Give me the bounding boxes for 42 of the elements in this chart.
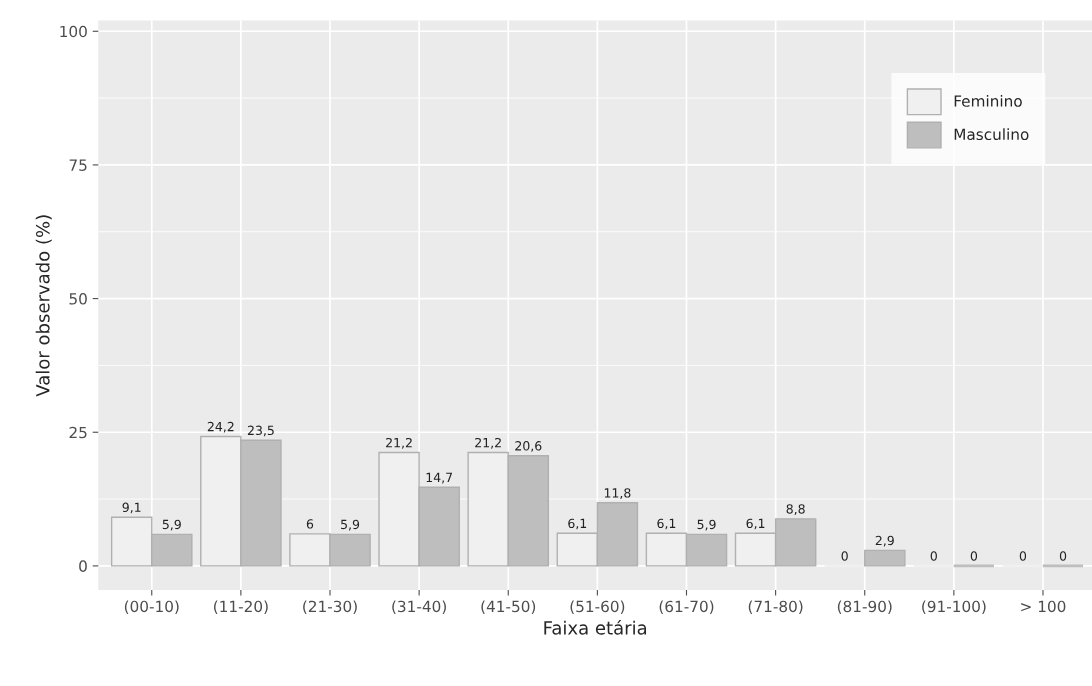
data-label: 14,7 <box>426 472 453 484</box>
y-tick-label: 50 <box>69 293 87 305</box>
x-tick-label: (00-10) <box>124 600 179 614</box>
y-axis-title: Valor observado (%) <box>35 215 52 397</box>
data-label: 2,9 <box>875 535 894 547</box>
data-label: 0 <box>970 551 978 561</box>
data-label: 20,6 <box>515 441 542 452</box>
data-label: 8,8 <box>786 504 805 515</box>
x-tick-label: (41-50) <box>481 600 536 614</box>
x-tick-label: (61-70) <box>659 600 714 614</box>
data-label: 21,2 <box>386 437 412 449</box>
x-tick-label: (81-90) <box>837 600 892 614</box>
legend-label: Masculino <box>954 128 1029 141</box>
data-label: 6,1 <box>568 518 587 530</box>
data-label: 11,8 <box>604 488 631 499</box>
y-tick-label: 25 <box>69 426 87 439</box>
data-label: 23,5 <box>247 425 274 437</box>
data-label: 21,2 <box>475 437 501 449</box>
data-label: 24,2 <box>207 421 234 433</box>
y-tick-label: 75 <box>69 159 87 171</box>
data-label: 0 <box>841 551 848 561</box>
data-label: 6,1 <box>657 518 676 530</box>
y-tick-label: 100 <box>60 25 87 38</box>
legend-label: Feminino <box>954 95 1022 107</box>
x-tick-label: (91-100) <box>922 600 986 614</box>
data-label: 5,9 <box>341 519 360 531</box>
data-label: 9,1 <box>122 502 141 514</box>
data-label: 6 <box>306 519 314 529</box>
x-tick-label: (11-20) <box>214 600 268 614</box>
x-tick-label: (21-30) <box>303 600 357 614</box>
data-label: 6,1 <box>746 518 765 530</box>
x-axis-title: Faixa etária <box>544 620 647 635</box>
x-tick-label: (71-80) <box>748 600 803 614</box>
data-label: 0 <box>1019 551 1027 561</box>
data-label: 0 <box>930 551 937 561</box>
x-tick-label: > 100 <box>1021 600 1066 613</box>
data-label: 0 <box>1059 551 1067 561</box>
x-tick-label: (51-60) <box>570 600 625 614</box>
data-label: 5,9 <box>162 519 181 531</box>
y-tick-label: 0 <box>79 560 87 572</box>
x-tick-label: (31-40) <box>392 600 446 614</box>
data-label: 5,9 <box>697 519 716 531</box>
